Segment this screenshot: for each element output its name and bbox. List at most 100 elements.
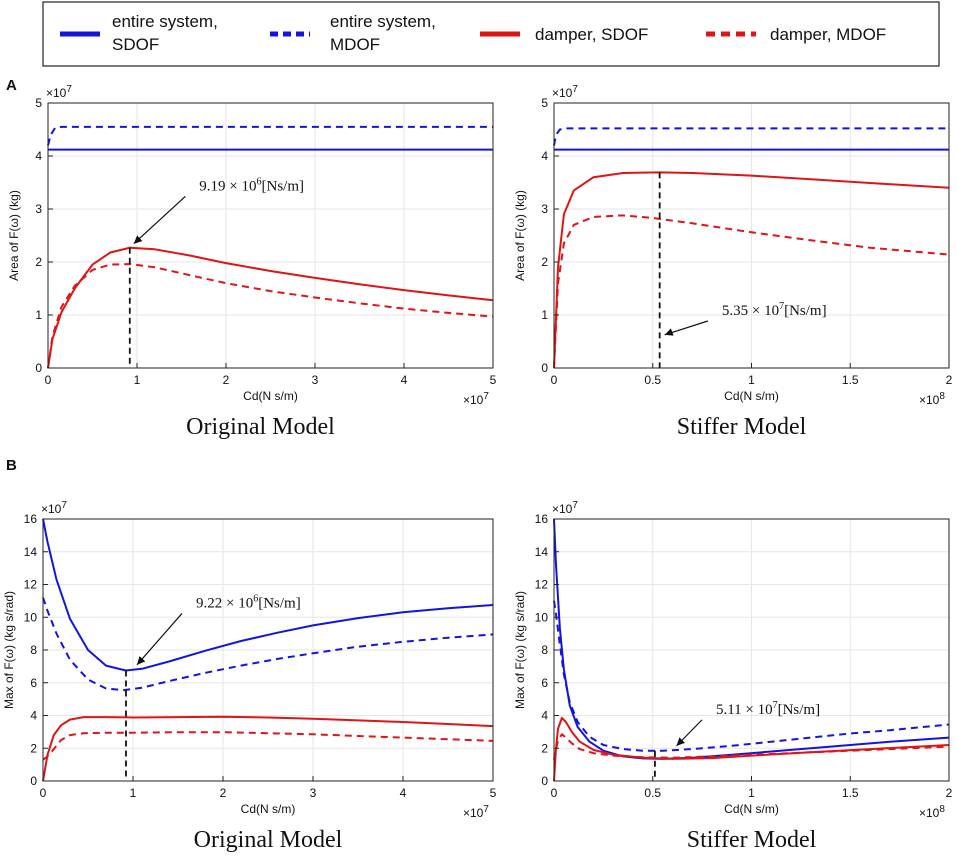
- charts: 9.19 × 106[Ns/m]0 1 2 3 4 5012345×107×107Cd(N…: [2, 84, 953, 853]
- x-tick-label: 2: [946, 786, 953, 800]
- y-multiplier: ×107: [552, 500, 578, 516]
- x-tick-label: 2: [223, 373, 230, 387]
- y-tick-label: 8: [541, 643, 548, 657]
- x-axis-label: Cd(N s/m): [724, 389, 779, 403]
- x-tick-label: 3: [310, 786, 317, 800]
- annotation-arrowhead: [676, 737, 685, 746]
- y-tick-label: 2: [35, 255, 42, 269]
- annotation-arrowhead: [137, 656, 146, 665]
- x-tick-label: 1.5: [842, 786, 859, 800]
- series-line-damper-mdof: [42, 731, 494, 761]
- chart-a-original: 9.19 × 106[Ns/m]0 1 2 3 4 5012345×107×107Cd(N…: [7, 84, 497, 440]
- series-line-damper-mdof: [553, 214, 950, 369]
- axes-box: [47, 102, 494, 369]
- y-axis-label: Area of F(ω) (kg): [7, 190, 21, 281]
- y-tick-label: 6: [541, 676, 548, 690]
- y-tick-label: 10: [24, 610, 38, 624]
- y-tick-label: 0: [541, 774, 548, 788]
- annotation-arrow: [136, 613, 183, 666]
- legend-label: entire system,: [112, 12, 218, 31]
- x-tick-label: 2: [220, 786, 227, 800]
- x-tick-label: 0: [551, 373, 558, 387]
- panel-label-a: A: [6, 77, 17, 94]
- y-multiplier: ×107: [41, 500, 67, 516]
- y-tick-label: 16: [535, 512, 549, 526]
- legend-item-entire-mdof: entire system, MDOF: [270, 12, 436, 54]
- y-tick-label: 1: [35, 308, 42, 322]
- x-tick-label: 2: [946, 373, 953, 387]
- y-tick-label: 14: [535, 545, 549, 559]
- x-tick-label: 1.5: [842, 373, 859, 387]
- y-axis-label: Max of F(ω) (kg s/rad): [2, 591, 16, 709]
- series-line-entire-system-mdof: [42, 597, 494, 692]
- y-tick-label: 2: [541, 741, 548, 755]
- legend-item-entire-sdof: entire system, SDOF: [60, 12, 218, 54]
- annotation-arrow: [133, 196, 186, 245]
- y-tick-label: 12: [24, 578, 38, 592]
- y-tick-label: 2: [30, 741, 37, 755]
- y-axis-label: Area of F(ω) (kg): [513, 190, 527, 281]
- x-tick-label: 0.5: [644, 373, 661, 387]
- y-tick-label: 0: [541, 361, 548, 375]
- legend-item-damper-mdof: damper, MDOF: [706, 25, 886, 44]
- y-tick-label: 0: [35, 361, 42, 375]
- series-line-entire-system-mdof: [553, 600, 950, 752]
- legend-label: entire system,: [330, 12, 436, 31]
- x-axis-label: Cd(N s/m): [724, 802, 779, 816]
- panel-label-b: B: [6, 457, 17, 474]
- x-tick-label: 5: [490, 373, 497, 387]
- y-multiplier: ×107: [46, 84, 72, 100]
- annotation-arrowhead: [133, 235, 143, 244]
- y-tick-label: 5: [541, 96, 548, 110]
- chart-caption: Stiffer Model: [677, 414, 807, 440]
- y-tick-label: 0: [30, 774, 37, 788]
- x-axis-label: Cd(N s/m): [243, 389, 298, 403]
- legend: entire system, SDOF entire system, MDOF …: [42, 1, 940, 67]
- y-tick-label: 16: [24, 512, 38, 526]
- y-tick-label: 14: [24, 545, 38, 559]
- y-tick-label: 12: [535, 578, 549, 592]
- legend-label: MDOF: [330, 35, 380, 54]
- x-tick-label: 0: [40, 786, 47, 800]
- x-multiplier: ×107: [463, 391, 489, 407]
- chart-caption: Original Model: [186, 414, 335, 440]
- y-tick-label: 1: [541, 308, 548, 322]
- chart-caption: Stiffer Model: [687, 827, 817, 853]
- x-multiplier: ×108: [919, 804, 945, 820]
- x-multiplier: ×107: [463, 804, 489, 820]
- annotation-label: 9.19 × 106[Ns/m]: [199, 176, 304, 194]
- chart-b-stiffer: 5.11 × 107[Ns/m]0 0.5 1 1.5 20246810121416×1…: [513, 500, 953, 853]
- y-tick-label: 3: [541, 202, 548, 216]
- x-tick-label: 0: [45, 373, 52, 387]
- y-tick-label: 4: [30, 709, 37, 723]
- x-tick-label: 1: [748, 786, 755, 800]
- y-axis-label: Max of F(ω) (kg s/rad): [513, 591, 527, 709]
- series-line-damper-mdof: [47, 263, 494, 369]
- legend-label: SDOF: [112, 35, 159, 54]
- y-tick-label: 4: [35, 149, 42, 163]
- series-line-damper-mdof: [553, 733, 950, 760]
- legend-item-damper-sdof: damper, SDOF: [480, 25, 648, 44]
- y-tick-label: 6: [30, 676, 37, 690]
- series-line-entire-system-sdof: [42, 518, 494, 672]
- y-tick-label: 8: [30, 643, 37, 657]
- chart-a-stiffer: 5.35 × 107[Ns/m] 0 0.5 1 1.5 2 0 1 2 3 4 5 ×107 ×108 C…: [513, 84, 953, 440]
- x-tick-label: 5: [490, 786, 497, 800]
- x-tick-label: 4: [401, 373, 408, 387]
- x-multiplier: ×108: [919, 391, 945, 407]
- y-tick-label: 5: [35, 96, 42, 110]
- x-tick-label: 0: [551, 786, 558, 800]
- chart-caption: Original Model: [194, 827, 343, 853]
- series-line-damper-sdof: [47, 246, 494, 369]
- legend-label: damper, MDOF: [770, 25, 886, 44]
- y-tick-label: 3: [35, 202, 42, 216]
- y-multiplier: ×107: [552, 84, 578, 100]
- x-tick-label: 4: [400, 786, 407, 800]
- y-tick-label: 10: [535, 610, 549, 624]
- x-tick-label: 1: [130, 786, 137, 800]
- x-tick-label: 1: [134, 373, 141, 387]
- series-line-entire-system-mdof: [47, 125, 493, 146]
- annotation-arrowhead: [664, 328, 674, 336]
- x-axis-label: Cd(N s/m): [241, 802, 296, 816]
